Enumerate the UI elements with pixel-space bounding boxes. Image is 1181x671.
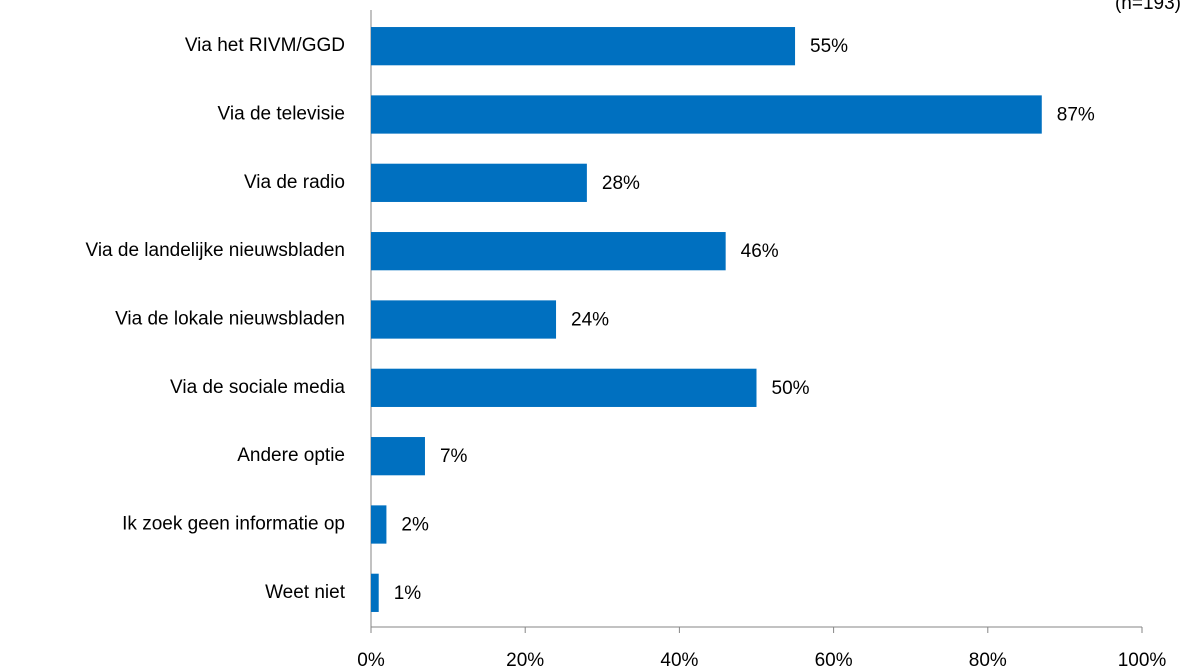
bar [371,437,425,476]
x-tick-label: 100% [1118,650,1167,671]
value-label: 87% [1057,105,1095,126]
value-label: 24% [571,310,609,331]
y-tick-label: Via het RIVM/GGD [185,35,345,56]
bar [371,95,1042,134]
y-tick-label: Via de landelijke nieuwsbladen [85,240,345,261]
y-tick-label: Via de televisie [218,104,345,125]
bar [371,300,557,339]
x-tick-label: 40% [660,650,698,671]
value-label: 2% [401,515,429,536]
bar [371,232,726,271]
value-label: 55% [810,36,848,57]
value-label: 28% [602,173,640,194]
chart-subtitle: (n=193) [1115,0,1181,14]
y-tick-label: Via de sociale media [170,377,345,398]
bar [371,163,587,202]
x-tick-label: 0% [357,650,385,671]
y-tick-label: Ik zoek geen informatie op [122,514,345,535]
y-tick-label: Andere optie [237,445,345,466]
value-label: 46% [741,241,779,262]
y-tick-label: Weet niet [265,582,346,603]
y-tick-label: Via de lokale nieuwsbladen [115,309,345,330]
value-label: 50% [772,378,810,399]
bar [371,27,796,66]
value-label: 7% [440,446,468,467]
x-tick-label: 80% [969,650,1007,671]
y-tick-label: Via de radio [244,172,345,193]
bar [371,505,387,544]
x-tick-label: 60% [815,650,853,671]
value-label: 1% [394,583,422,604]
bar [371,573,379,612]
bar [371,368,757,407]
x-tick-label: 20% [506,650,544,671]
